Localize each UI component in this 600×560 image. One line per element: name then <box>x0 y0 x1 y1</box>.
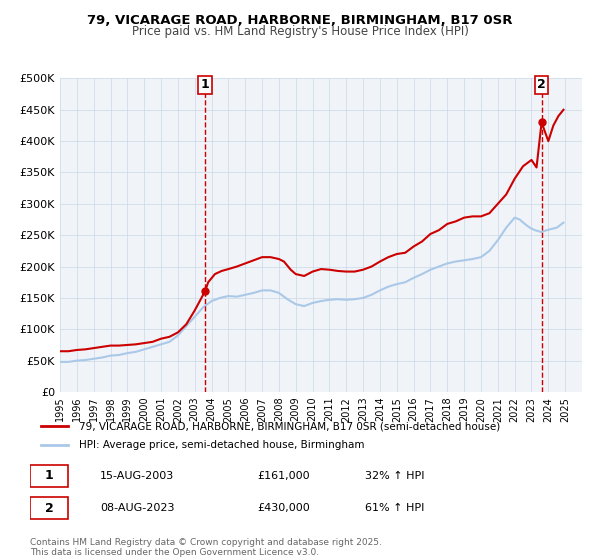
Text: 15-AUG-2003: 15-AUG-2003 <box>100 471 175 481</box>
FancyBboxPatch shape <box>30 465 68 487</box>
Text: 1: 1 <box>44 469 53 483</box>
Text: 2: 2 <box>44 502 53 515</box>
Text: £430,000: £430,000 <box>257 503 310 513</box>
Text: 61% ↑ HPI: 61% ↑ HPI <box>365 503 424 513</box>
Text: 08-AUG-2023: 08-AUG-2023 <box>100 503 175 513</box>
Text: 1: 1 <box>201 78 209 91</box>
Text: Contains HM Land Registry data © Crown copyright and database right 2025.
This d: Contains HM Land Registry data © Crown c… <box>30 538 382 557</box>
Text: 79, VICARAGE ROAD, HARBORNE, BIRMINGHAM, B17 0SR (semi-detached house): 79, VICARAGE ROAD, HARBORNE, BIRMINGHAM,… <box>79 421 500 431</box>
Text: £161,000: £161,000 <box>257 471 310 481</box>
FancyBboxPatch shape <box>30 497 68 519</box>
Text: Price paid vs. HM Land Registry's House Price Index (HPI): Price paid vs. HM Land Registry's House … <box>131 25 469 38</box>
Text: 32% ↑ HPI: 32% ↑ HPI <box>365 471 424 481</box>
Text: HPI: Average price, semi-detached house, Birmingham: HPI: Average price, semi-detached house,… <box>79 440 364 450</box>
Text: 2: 2 <box>537 78 546 91</box>
Text: 79, VICARAGE ROAD, HARBORNE, BIRMINGHAM, B17 0SR: 79, VICARAGE ROAD, HARBORNE, BIRMINGHAM,… <box>87 14 513 27</box>
